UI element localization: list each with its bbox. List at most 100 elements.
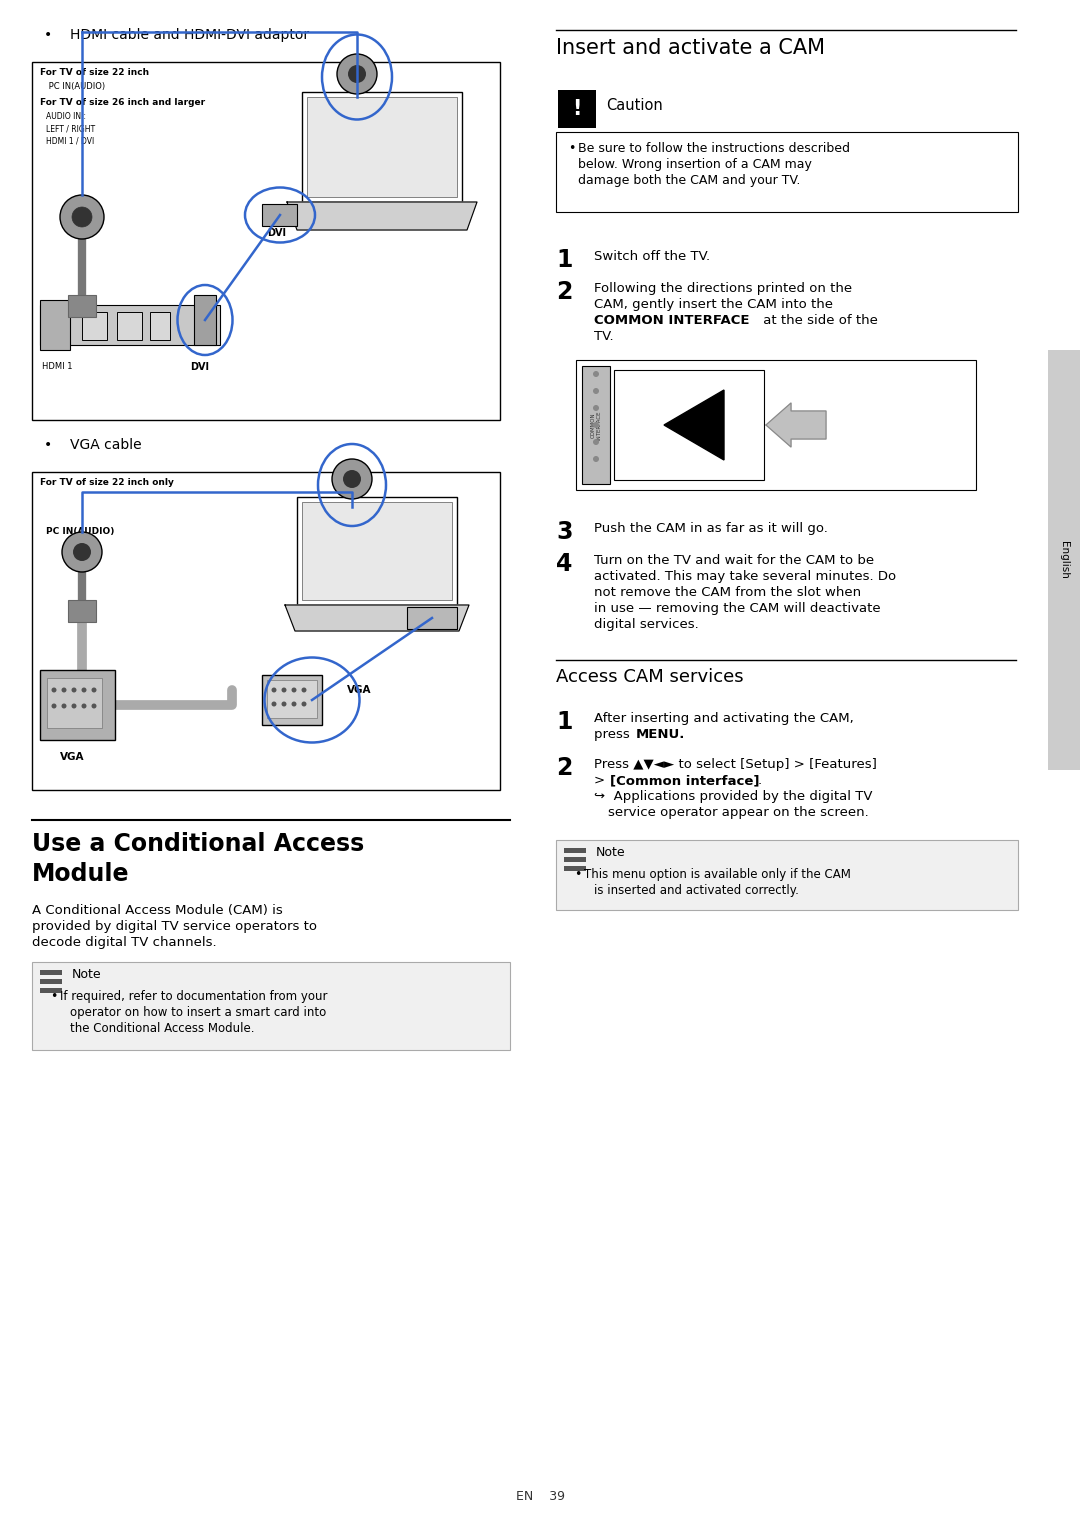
FancyBboxPatch shape — [68, 600, 96, 621]
Text: AUDIO IN :: AUDIO IN : — [46, 111, 86, 121]
FancyBboxPatch shape — [194, 295, 216, 345]
Circle shape — [71, 687, 77, 693]
Text: 4: 4 — [556, 551, 572, 576]
Text: at the side of the: at the side of the — [759, 315, 878, 327]
FancyBboxPatch shape — [150, 312, 170, 341]
Polygon shape — [285, 605, 469, 631]
Text: is inserted and activated correctly.: is inserted and activated correctly. — [594, 884, 799, 896]
Circle shape — [92, 704, 96, 709]
Text: >: > — [594, 774, 609, 786]
FancyBboxPatch shape — [576, 360, 976, 490]
Circle shape — [292, 701, 297, 707]
FancyBboxPatch shape — [40, 299, 70, 350]
Text: PC IN(AUDIO): PC IN(AUDIO) — [46, 527, 114, 536]
Circle shape — [71, 704, 77, 709]
Text: •: • — [573, 867, 581, 881]
FancyBboxPatch shape — [307, 98, 457, 197]
Text: LEFT / RIGHT: LEFT / RIGHT — [46, 124, 95, 133]
Polygon shape — [766, 403, 826, 447]
Text: Caution: Caution — [606, 98, 663, 113]
Text: Access CAM services: Access CAM services — [556, 667, 744, 686]
Text: 1: 1 — [556, 247, 572, 272]
Text: MENU.: MENU. — [636, 728, 686, 741]
FancyBboxPatch shape — [32, 962, 510, 1051]
Circle shape — [348, 66, 366, 82]
Circle shape — [81, 704, 86, 709]
Text: •: • — [44, 438, 52, 452]
Text: •: • — [44, 27, 52, 43]
Circle shape — [292, 687, 297, 693]
FancyBboxPatch shape — [40, 979, 62, 983]
Text: 2: 2 — [556, 279, 572, 304]
FancyBboxPatch shape — [48, 678, 102, 728]
Text: Insert and activate a CAM: Insert and activate a CAM — [556, 38, 825, 58]
Text: not remove the CAM from the slot when: not remove the CAM from the slot when — [594, 586, 861, 599]
Text: •: • — [568, 142, 576, 156]
Text: ♩: ♩ — [345, 466, 350, 475]
FancyBboxPatch shape — [82, 312, 107, 341]
FancyBboxPatch shape — [68, 295, 96, 318]
Text: VGA cable: VGA cable — [70, 438, 141, 452]
Circle shape — [343, 470, 361, 489]
FancyBboxPatch shape — [40, 970, 62, 976]
Text: DVI: DVI — [190, 362, 210, 373]
FancyBboxPatch shape — [32, 63, 500, 420]
FancyBboxPatch shape — [267, 680, 318, 718]
FancyBboxPatch shape — [262, 675, 322, 725]
Text: activated. This may take several minutes. Do: activated. This may take several minutes… — [594, 570, 896, 583]
Text: HDMI 1 / DVI: HDMI 1 / DVI — [46, 136, 94, 145]
FancyBboxPatch shape — [564, 847, 586, 854]
FancyBboxPatch shape — [556, 840, 1018, 910]
Circle shape — [301, 687, 307, 693]
Circle shape — [593, 405, 599, 411]
FancyBboxPatch shape — [564, 857, 586, 863]
Circle shape — [593, 388, 599, 394]
Text: HDMI cable and HDMI-DVI adaptor: HDMI cable and HDMI-DVI adaptor — [70, 27, 309, 43]
FancyBboxPatch shape — [262, 205, 297, 226]
Text: Turn on the TV and wait for the CAM to be: Turn on the TV and wait for the CAM to b… — [594, 554, 874, 567]
Text: A Conditional Access Module (CAM) is: A Conditional Access Module (CAM) is — [32, 904, 283, 918]
Text: PC IN(AUDIO): PC IN(AUDIO) — [46, 82, 105, 92]
Text: Following the directions printed on the: Following the directions printed on the — [594, 282, 852, 295]
Text: 1: 1 — [556, 710, 572, 734]
Text: press: press — [594, 728, 638, 741]
Circle shape — [60, 195, 104, 240]
Text: This menu option is available only if the CAM: This menu option is available only if th… — [584, 867, 851, 881]
Text: Use a Conditional Access: Use a Conditional Access — [32, 832, 364, 857]
Text: Note: Note — [596, 846, 625, 860]
Text: •: • — [50, 989, 57, 1003]
Text: Module: Module — [32, 863, 130, 886]
Circle shape — [332, 460, 372, 499]
FancyBboxPatch shape — [582, 366, 610, 484]
Text: ♩: ♩ — [350, 60, 355, 70]
Circle shape — [282, 687, 286, 693]
Polygon shape — [664, 389, 724, 460]
Text: .: . — [758, 774, 762, 786]
Circle shape — [593, 457, 599, 463]
Text: For TV of size 22 inch: For TV of size 22 inch — [40, 69, 149, 76]
Circle shape — [73, 544, 91, 560]
Circle shape — [62, 704, 67, 709]
Circle shape — [92, 687, 96, 693]
Text: in use — removing the CAM will deactivate: in use — removing the CAM will deactivat… — [594, 602, 880, 615]
Text: service operator appear on the screen.: service operator appear on the screen. — [608, 806, 868, 818]
Circle shape — [337, 53, 377, 95]
Text: Switch off the TV.: Switch off the TV. — [594, 250, 711, 263]
Text: 2: 2 — [556, 756, 572, 780]
FancyBboxPatch shape — [32, 472, 500, 789]
Text: decode digital TV channels.: decode digital TV channels. — [32, 936, 217, 948]
Text: DVI: DVI — [267, 228, 286, 238]
Text: After inserting and activating the CAM,: After inserting and activating the CAM, — [594, 712, 854, 725]
Text: operator on how to insert a smart card into: operator on how to insert a smart card i… — [70, 1006, 326, 1019]
Text: 3: 3 — [556, 521, 572, 544]
Circle shape — [593, 421, 599, 428]
FancyBboxPatch shape — [302, 92, 462, 202]
Circle shape — [271, 687, 276, 693]
Circle shape — [282, 701, 286, 707]
Text: [Common interface]: [Common interface] — [610, 774, 759, 786]
Text: VGA: VGA — [347, 686, 372, 695]
Text: For TV of size 26 inch and larger: For TV of size 26 inch and larger — [40, 98, 205, 107]
Text: Push the CAM in as far as it will go.: Push the CAM in as far as it will go. — [594, 522, 828, 534]
FancyBboxPatch shape — [615, 370, 764, 479]
Text: For TV of size 22 inch only: For TV of size 22 inch only — [40, 478, 174, 487]
